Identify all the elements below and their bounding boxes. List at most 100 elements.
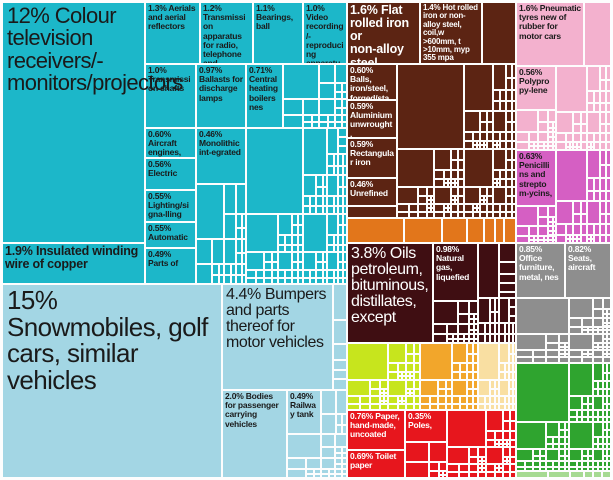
treemap-cell[interactable] [343,252,347,262]
treemap-cell[interactable] [397,396,403,401]
treemap-cell[interactable] [511,211,516,218]
treemap-cell[interactable] [495,430,503,440]
treemap-cell[interactable] [463,110,481,132]
treemap-cell[interactable] [607,416,611,423]
treemap-cell[interactable] [591,234,595,240]
treemap-cell[interactable] [545,333,559,343]
treemap-cell[interactable] [601,471,611,478]
treemap-cell[interactable] [246,277,256,284]
treemap-cell[interactable] [586,224,595,235]
tile-natural-gas[interactable]: 0.98% Natural gas, liquefied [433,243,478,301]
treemap-cell[interactable] [241,214,246,228]
treemap-cell[interactable] [310,269,317,278]
treemap-cell[interactable] [450,179,455,184]
treemap-cell[interactable] [327,175,339,197]
treemap-cell[interactable] [469,313,475,320]
treemap-cell[interactable] [408,203,418,212]
treemap-cell[interactable] [343,244,347,253]
treemap-cell[interactable] [504,372,509,380]
treemap-cell[interactable] [343,205,347,214]
treemap-cell[interactable] [565,146,570,150]
treemap-cell[interactable] [405,354,414,364]
treemap-cell[interactable] [569,466,577,471]
treemap-cell[interactable] [397,363,406,373]
treemap-cell[interactable] [379,393,385,397]
treemap-cell[interactable] [538,110,549,123]
treemap-cell[interactable] [316,269,323,278]
treemap-cell[interactable] [602,349,608,354]
tile-seats-aircraft[interactable]: 0.82% Seats, aircraft [565,243,611,298]
treemap-cell[interactable] [341,83,347,93]
treemap-cell[interactable] [577,239,581,243]
treemap-cell[interactable] [598,461,603,467]
treemap-cell[interactable] [497,179,501,184]
treemap-cell[interactable] [447,339,454,343]
treemap-cell[interactable] [277,235,286,245]
treemap-cell[interactable] [343,269,347,278]
treemap-cell[interactable] [592,349,603,358]
treemap-cell[interactable] [600,79,607,92]
treemap-cell[interactable] [504,322,509,334]
treemap-cell[interactable] [569,422,593,450]
tile-automatic[interactable]: 0.55% Automatic [145,222,196,248]
treemap-cell[interactable] [580,123,587,133]
treemap-cell[interactable] [558,353,565,358]
treemap-cell[interactable] [431,196,435,201]
treemap-cell[interactable] [582,330,589,334]
treemap-cell[interactable] [594,91,601,103]
treemap-cell[interactable] [504,363,509,373]
treemap-cell[interactable] [428,442,447,462]
treemap-cell[interactable] [489,379,496,389]
treemap-cell[interactable] [558,461,565,467]
treemap-cell[interactable] [512,403,516,410]
treemap-cell[interactable] [505,110,512,123]
treemap-cell[interactable] [484,322,490,334]
treemap-cell[interactable] [410,388,414,394]
treemap-cell[interactable] [588,353,593,358]
treemap-cell[interactable] [594,178,601,191]
treemap-cell[interactable] [598,330,603,334]
treemap-cell[interactable] [484,396,490,404]
treemap-cell[interactable] [552,217,556,223]
treemap-cell[interactable] [538,226,549,236]
treemap-cell[interactable] [516,141,529,150]
tile-monolithic-integrated[interactable]: 0.46% Monolithic int-egrated [196,128,246,184]
treemap-cell[interactable] [224,274,231,284]
treemap-cell[interactable] [508,307,516,316]
treemap-cell[interactable] [510,421,516,431]
treemap-cell[interactable] [327,252,339,270]
treemap-cell[interactable] [502,421,511,431]
treemap-cell[interactable] [588,455,593,462]
treemap-cell[interactable] [602,346,608,350]
treemap-cell[interactable] [450,196,455,201]
treemap-cell[interactable] [236,214,242,228]
treemap-cell[interactable] [492,203,501,212]
treemap-cell[interactable] [538,235,544,240]
treemap-cell[interactable] [473,372,478,380]
treemap-cell[interactable] [482,460,486,465]
treemap-cell[interactable] [450,186,458,197]
treemap-cell[interactable] [505,203,512,212]
treemap-cell[interactable] [405,393,411,397]
treemap-cell[interactable] [443,208,448,212]
treemap-cell[interactable] [236,184,246,215]
treemap-cell[interactable] [569,449,583,462]
treemap-cell[interactable] [565,132,574,143]
treemap-cell[interactable] [487,196,493,204]
treemap-cell[interactable] [413,388,420,397]
treemap-cell[interactable] [427,200,432,204]
treemap-cell[interactable] [553,466,559,471]
treemap-cell[interactable] [499,298,509,323]
treemap-cell[interactable] [569,317,583,327]
tile-ballasts[interactable]: 0.97% Ballasts for discharge lamps [196,64,246,128]
treemap-cell[interactable] [472,203,477,209]
tile-colour-television[interactable]: 12% Colour television receivers/- monito… [2,2,183,243]
treemap-cell[interactable] [606,150,611,166]
treemap-cell[interactable] [492,64,506,90]
treemap-cell[interactable] [582,357,593,363]
treemap-cell[interactable] [588,395,593,404]
treemap-cell[interactable] [506,439,511,444]
treemap-cell[interactable] [255,277,264,284]
treemap-cell[interactable] [548,222,553,227]
treemap-cell[interactable] [450,148,458,161]
